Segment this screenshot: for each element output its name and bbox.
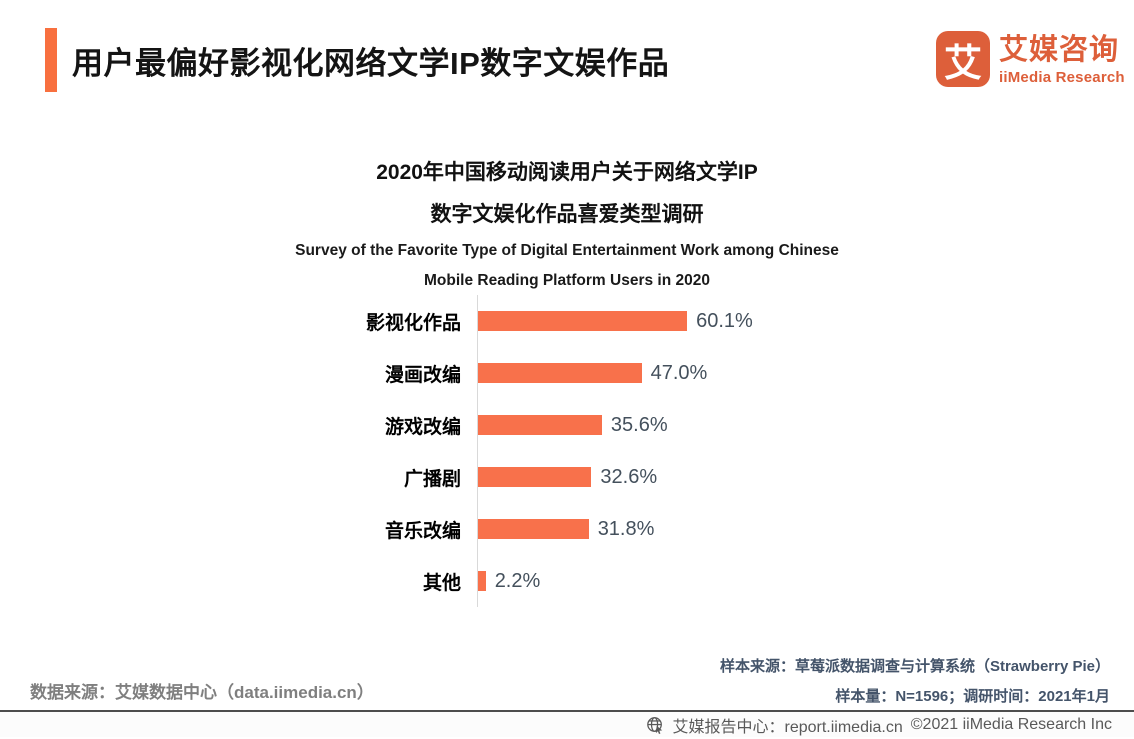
bar (478, 571, 486, 591)
sample-notes: 样本来源：草莓派数据调查与计算系统（Strawberry Pie） 样本量：N=… (720, 652, 1110, 712)
chart-bar-row: 音乐改编 31.8% (0, 503, 1134, 555)
globe-cursor-icon (646, 716, 664, 734)
category-label: 广播剧 (403, 468, 461, 490)
report-header: 用户最偏好影视化网络文学IP数字文娱作品 (45, 28, 669, 92)
chart-bar-row: 漫画改编 47.0% (0, 347, 1134, 399)
chart-subtitle-en-line2: Mobile Reading Platform Users in 2020 (424, 272, 710, 289)
chart-bar-row: 其他 2.2% (0, 555, 1134, 607)
bar (478, 363, 642, 383)
chart-title-cn-line2: 数字文娱化作品喜爱类型调研 (430, 203, 704, 226)
sample-size-note: 样本量：N=1596；调研时间：2021年1月 (835, 688, 1110, 705)
iimedia-logo-icon: 艾 (936, 31, 990, 87)
category-label: 游戏改编 (384, 416, 461, 438)
value-label: 2.2% (494, 569, 541, 592)
bar (478, 415, 602, 435)
value-label: 35.6% (610, 413, 668, 436)
value-label: 47.0% (650, 361, 708, 384)
footer-bar: 艾媒报告中心：report.iimedia.cn ©2021 iiMedia R… (0, 712, 1134, 737)
value-label: 31.8% (597, 517, 655, 540)
category-label: 音乐改编 (384, 520, 461, 542)
page-title: 用户最偏好影视化网络文学IP数字文娱作品 (72, 45, 670, 81)
category-label: 影视化作品 (365, 312, 461, 334)
bar-chart: 影视化作品 60.1% 漫画改编 47.0% 游戏改编 35.6% 广播剧 32.6% 音乐改编… (0, 295, 1134, 607)
chart-axis-line (477, 295, 478, 607)
chart-bar-row: 广播剧 32.6% (0, 451, 1134, 503)
title-accent-bar (45, 28, 57, 92)
category-label: 其他 (422, 572, 461, 594)
bar (478, 519, 589, 539)
footer-report-center: 艾媒报告中心：report.iimedia.cn (672, 718, 903, 736)
bar (478, 467, 592, 487)
chart-bar-row: 游戏改编 35.6% (0, 399, 1134, 451)
chart-title-cn-line1: 2020年中国移动阅读用户关于网络文学IP (376, 161, 758, 184)
brand-name-cn: 艾媒咨询 (999, 34, 1120, 66)
bar (478, 311, 688, 331)
footer-copyright: ©2021 iiMedia Research Inc (910, 715, 1112, 733)
iimedia-logo: 艾 艾媒咨询 iiMedia Research (936, 31, 1125, 87)
chart-rows: 影视化作品 60.1% 漫画改编 47.0% 游戏改编 35.6% 广播剧 32.6% 音乐改编… (0, 295, 1134, 607)
value-label: 60.1% (696, 309, 753, 332)
chart-subtitle-en-line1: Survey of the Favorite Type of Digital E… (295, 242, 839, 259)
value-label: 32.6% (600, 465, 658, 488)
sample-source-note: 样本来源：草莓派数据调查与计算系统（Strawberry Pie） (719, 658, 1110, 675)
brand-name-en: iiMedia Research (999, 69, 1125, 86)
footer-divider (0, 710, 1134, 712)
chart-bar-row: 影视化作品 60.1% (0, 295, 1134, 347)
category-label: 漫画改编 (384, 364, 461, 386)
data-source-note: 数据来源：艾媒数据中心（data.iimedia.cn） (30, 683, 374, 702)
chart-title-block: 2020年中国移动阅读用户关于网络文学IP 数字文娱化作品喜爱类型调研 Surv… (167, 152, 967, 296)
